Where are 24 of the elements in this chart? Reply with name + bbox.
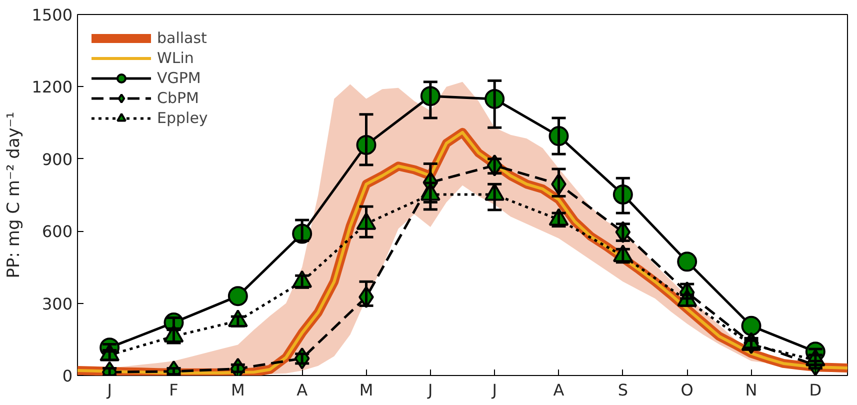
- y-tick-label: 1200: [32, 78, 72, 97]
- x-tick-label: A: [553, 380, 564, 400]
- x-tick-label: O: [680, 380, 694, 400]
- y-tick-label: 300: [42, 294, 73, 314]
- x-tick-label: D: [809, 380, 822, 400]
- x-tick-label: N: [745, 380, 758, 400]
- y-axis-title: PP: mg C m⁻² day⁻¹: [4, 112, 24, 278]
- legend-label: WLin: [157, 49, 194, 67]
- y-tick-label: 0: [62, 366, 73, 386]
- x-tick-label: M: [359, 380, 374, 400]
- x-tick-label: S: [618, 380, 628, 400]
- x-tick-label: J: [427, 380, 433, 400]
- x-tick-label: J: [106, 380, 112, 400]
- x-tick-label: J: [491, 380, 497, 400]
- legend-label: VGPM: [157, 69, 201, 87]
- x-tick-label: F: [169, 380, 178, 400]
- legend-label: Eppley: [157, 109, 208, 127]
- x-tick-label: A: [296, 380, 308, 400]
- legend-label: CbPM: [157, 89, 199, 107]
- y-tick-label: 900: [42, 150, 73, 169]
- legend-label: ballast: [157, 29, 207, 47]
- y-tick-label: 1500: [32, 6, 72, 24]
- y-tick-label: 600: [42, 222, 73, 242]
- x-tick-label: M: [231, 380, 245, 400]
